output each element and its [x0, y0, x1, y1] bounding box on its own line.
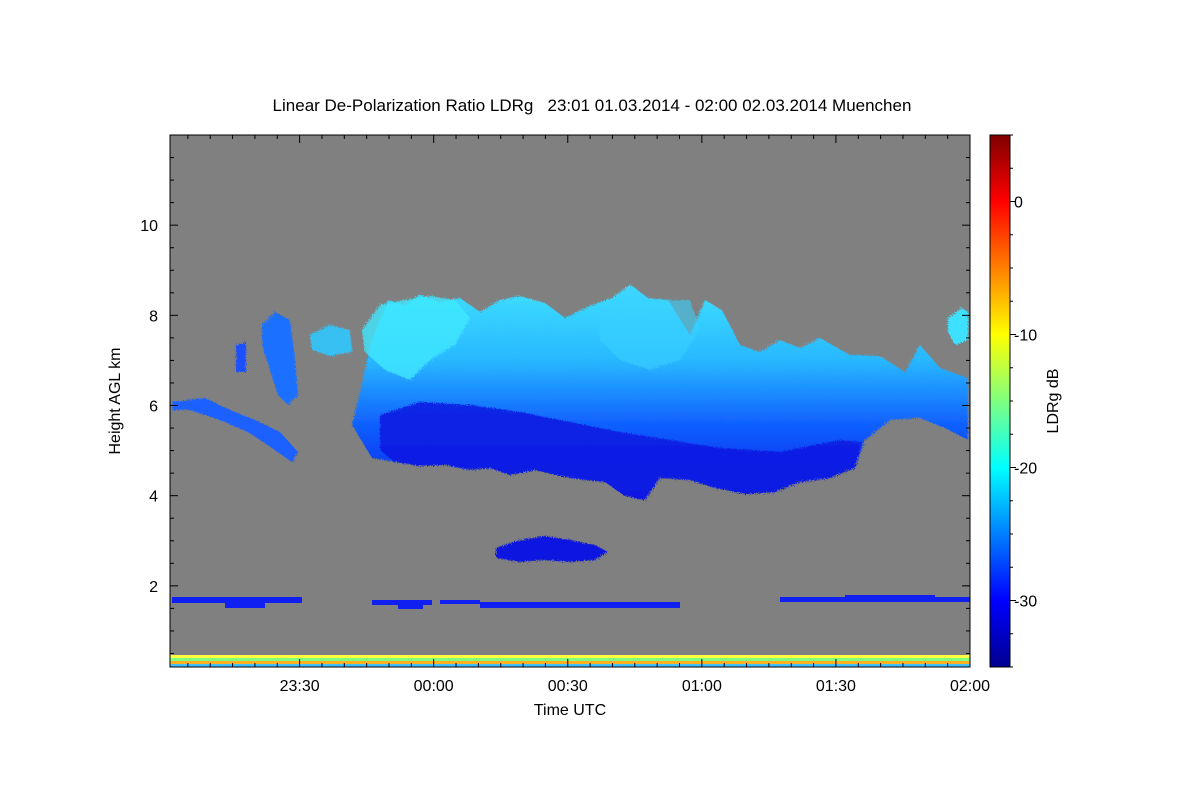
y-tick-label: 10 [140, 218, 158, 235]
colorbar-label: LDRg dB [1045, 369, 1062, 434]
colorbar-tick-label: 0 [1014, 195, 1023, 212]
cloud-top-highlight-2 [600, 285, 700, 370]
early-thin-layer [172, 398, 298, 462]
y-axis: 2 4 6 8 10 [140, 157, 970, 654]
early-fall-streak [262, 312, 298, 405]
colorbar [989, 134, 1011, 668]
colorbar-tick-label: -10 [1014, 328, 1037, 345]
y-tick-label: 4 [149, 489, 158, 506]
x-tick-label: 01:30 [816, 678, 856, 695]
plot-frame [169, 134, 971, 668]
x-tick-label: 02:00 [950, 678, 990, 695]
x-tick-label: 00:30 [548, 678, 588, 695]
near-ground-clutter [170, 655, 970, 667]
x-axis-label: Time UTC [534, 702, 606, 719]
x-tick-label: 23:30 [280, 678, 320, 695]
mid-level-layer [496, 536, 608, 562]
right-edge-patch [948, 308, 968, 345]
boundary-layer-aerosol [172, 595, 970, 609]
echo-layer [170, 285, 970, 667]
y-tick-label: 2 [149, 579, 158, 596]
colorbar-tick-label: -20 [1014, 461, 1037, 478]
thin-cyan-patch [310, 325, 352, 356]
x-axis: 23:30 00:00 00:30 01:00 01:30 02:00 [187, 135, 990, 695]
early-patch [236, 342, 246, 372]
cloud-top-highlight [362, 296, 470, 380]
cloud-base-band [380, 402, 862, 500]
y-tick-label: 6 [149, 399, 158, 416]
chart-title: Linear De-Polarization Ratio LDRg 23:01 … [272, 96, 912, 115]
x-tick-label: 00:00 [414, 678, 454, 695]
colorbar-tick-label: -30 [1014, 594, 1037, 611]
x-tick-label: 01:00 [682, 678, 722, 695]
y-tick-label: 8 [149, 308, 158, 325]
y-axis-label: Height AGL km [107, 347, 124, 454]
colorbar-ticks: 0 -10 -20 -30 [1010, 134, 1037, 668]
